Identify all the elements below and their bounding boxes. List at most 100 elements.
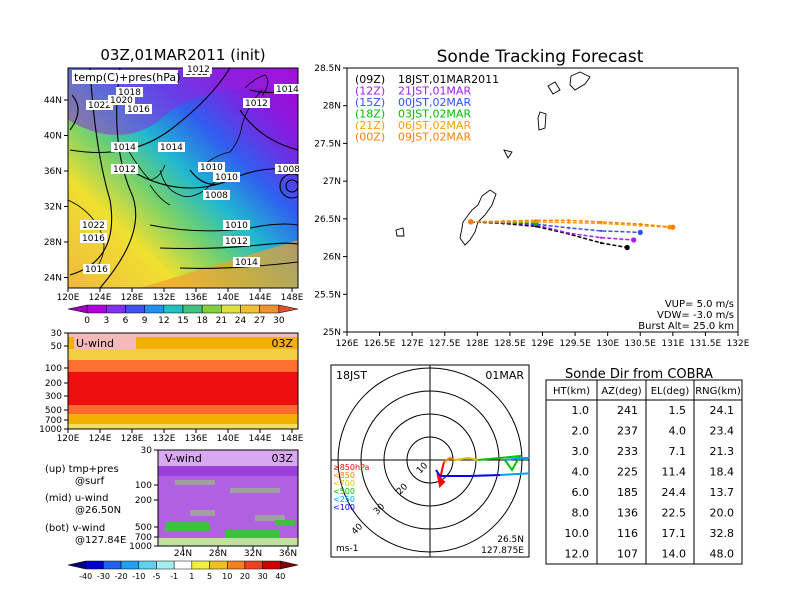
table-header: HT(km): [553, 386, 590, 397]
temp-colorbar-label: 3: [103, 316, 109, 326]
table-cell: 21.3: [710, 445, 735, 458]
temp-colorbar-swatch: [240, 304, 260, 314]
wind-colorbar-swatch: [173, 560, 193, 570]
note-bot: (bot) v-wind: [45, 523, 105, 534]
legend-code: (15Z): [355, 96, 385, 109]
track-x-tick: 129.5E: [559, 339, 591, 349]
svg-text:1020: 1020: [110, 96, 133, 106]
track-point: [670, 224, 676, 230]
track-point: [567, 226, 570, 230]
legend-time: 00JST,02MAR: [398, 96, 471, 109]
temp-colorbar-label: 27: [254, 316, 265, 326]
temp-colorbar-label: 12: [158, 316, 169, 326]
table-cell: 12.0: [565, 548, 590, 561]
v-wind-x-tick: 28N: [209, 549, 227, 559]
panel-notes: (up) tmp+pres @surf (mid) u-wind @26.50N…: [45, 464, 126, 546]
table-cell: 24.1: [710, 404, 735, 417]
v-wind-x-ticks: 24N 28N 32N 36N: [174, 546, 297, 559]
wind-colorbar-swatch: [85, 560, 104, 570]
legend-time: 09JST,02MAR: [398, 131, 471, 144]
svg-text:1016: 1016: [82, 234, 105, 244]
u-wind-y-tick: 100: [45, 364, 62, 374]
left-panel-title: 03Z,01MAR2011 (init): [100, 46, 265, 64]
isobar-label: 1014: [233, 257, 260, 268]
table-cell: 241: [617, 404, 638, 417]
hodo-level-label: <100: [333, 503, 355, 512]
svg-text:1016: 1016: [85, 265, 108, 275]
wind-colorbar-label: -1: [170, 572, 178, 581]
u-wind-x-tick: 140E: [217, 434, 240, 444]
table-cell: 8.0: [572, 507, 590, 520]
svg-text:1012: 1012: [225, 237, 248, 247]
u-wind-x-tick: 148E: [281, 434, 304, 444]
table-header: RNG(km): [695, 386, 741, 397]
table-cell: 13.7: [710, 486, 735, 499]
isobar-label: 1014: [158, 142, 185, 153]
v-wind-panel: V-wind 03Z: [157, 449, 299, 547]
v-wind-label: V-wind: [165, 452, 202, 465]
track-point: [502, 219, 505, 223]
map-lon-tick: 128E: [121, 293, 144, 303]
map-lat-ticks: 44N 40N 36N 32N 28N 24N: [44, 96, 68, 284]
track-point: [639, 222, 642, 226]
wind-colorbar-swatch: [191, 560, 210, 570]
v-wind-x-tick: 24N: [174, 549, 192, 559]
track-y-tick: 27N: [323, 177, 341, 187]
hodo-time: 18JST: [336, 369, 367, 382]
temp-colorbar-swatch: [201, 304, 222, 314]
map-lat-tick: 40N: [44, 132, 62, 142]
hodo-level-label: <500: [333, 487, 355, 496]
temp-colorbar-label: 15: [177, 316, 188, 326]
hodograph-trace: [435, 454, 529, 489]
isobar-label: 1012: [185, 64, 212, 75]
u-wind-y-tick: 300: [45, 392, 62, 402]
map-lon-tick: 124E: [89, 293, 112, 303]
table-cell: 14.0: [662, 548, 687, 561]
track-x-tick: 128.5E: [494, 339, 526, 349]
track-x-tick: 127.5E: [429, 339, 461, 349]
v-wind-y-tick: 700: [135, 533, 152, 543]
isobar-label: 1008: [275, 164, 302, 175]
u-wind-time: 03Z: [271, 337, 293, 350]
wind-colorbar-swatch: [120, 560, 140, 570]
table-cell: 116: [617, 527, 638, 540]
note-mid-sub: @26.50N: [75, 505, 121, 516]
wind-colorbar-swatch: [138, 560, 157, 570]
wind-colorbar-label: -5: [152, 572, 160, 581]
isobar-label: 1022: [86, 100, 113, 111]
wind-colorbar-swatch: [103, 560, 122, 570]
hodo-level-legend: ≥850hPa<850<700<500<250<100: [333, 463, 370, 512]
track-y-tick: 26N: [323, 253, 341, 263]
svg-text:1022: 1022: [82, 221, 105, 231]
svg-text:1022: 1022: [88, 101, 111, 111]
track-point: [624, 244, 630, 251]
v-wind-x-tick: 32N: [244, 549, 262, 559]
isobar-label: 1016: [83, 264, 110, 275]
track-x-tick: 126.5E: [364, 339, 396, 349]
u-wind-x-tick: 144E: [249, 434, 272, 444]
table-cell: 233: [617, 445, 638, 458]
svg-text:1010: 1010: [215, 173, 238, 183]
track-series: [468, 219, 676, 251]
temp-colorbar-swatch: [125, 304, 145, 314]
table-cell: 17.1: [662, 527, 687, 540]
table-cell: 3.0: [572, 445, 590, 458]
isobar-label: 1014: [111, 142, 138, 153]
wind-colorbar: -40 -30 -20 -10 -5 -1 1 5 10 20 30 40: [67, 560, 299, 581]
isobar-label: 1020: [108, 95, 135, 106]
table-cell: 237: [617, 425, 638, 438]
isobar-label: 1008: [203, 190, 230, 201]
svg-text:1012: 1012: [187, 65, 210, 75]
track-point: [637, 229, 643, 235]
track-point: [567, 219, 570, 222]
hodo-level-label: <700: [333, 479, 355, 488]
u-wind-y-tick: 30: [51, 329, 63, 339]
v-wind-y-tick: 1000: [129, 542, 152, 552]
table-cell: 225: [617, 466, 638, 479]
sonde-table: HT(km) AZ(deg) EL(deg) RNG(km) 1.0 241 1.5 24.1…: [545, 379, 743, 565]
table-cell: 48.0: [710, 548, 735, 561]
pressure-labels: 1012101810221020101610141012101410121010…: [80, 64, 302, 275]
table-cell: 136: [617, 507, 638, 520]
track-y-tick: 27.5N: [314, 139, 341, 149]
table-cell: 11.4: [662, 466, 687, 479]
